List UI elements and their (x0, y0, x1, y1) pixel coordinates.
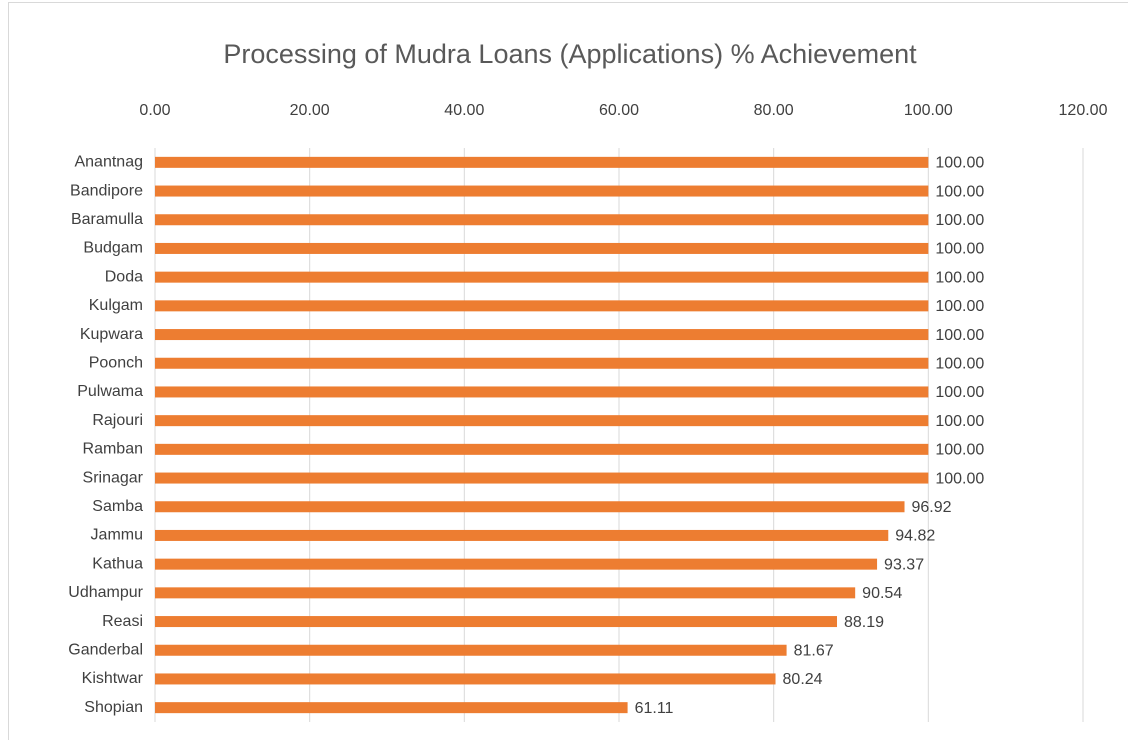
bar (155, 156, 929, 168)
bar (155, 616, 838, 628)
bar (155, 271, 929, 283)
y-tick-label: Shopian (84, 699, 143, 716)
data-label: 100.00 (935, 183, 984, 200)
bar (155, 242, 929, 254)
data-label: 93.37 (884, 556, 924, 573)
data-label: 100.00 (935, 212, 984, 229)
y-tick-label: Srinagar (83, 469, 144, 486)
data-label: 100.00 (935, 241, 984, 258)
y-tick-label: Rajouri (92, 412, 143, 429)
bar (155, 214, 929, 226)
data-label: 80.24 (783, 671, 823, 688)
data-label: 100.00 (935, 470, 984, 487)
bar (155, 501, 905, 513)
x-tick-label: 120.00 (1059, 102, 1108, 119)
bar (155, 702, 628, 714)
y-tick-label: Ganderbal (68, 641, 143, 658)
bar (155, 587, 856, 599)
bar (155, 443, 929, 455)
bar (155, 644, 787, 656)
data-label: 61.11 (635, 700, 674, 717)
data-label: 100.00 (935, 413, 984, 430)
y-tick-label: Anantnag (74, 154, 143, 171)
bar (155, 415, 929, 427)
data-label: 100.00 (935, 442, 984, 459)
data-label: 100.00 (935, 298, 984, 315)
data-label: 90.54 (862, 585, 902, 602)
data-label: 100.00 (935, 155, 984, 172)
x-tick-label: 0.00 (139, 102, 170, 119)
bar (155, 300, 929, 312)
y-tick-label: Samba (92, 498, 143, 515)
y-tick-label: Kishtwar (82, 670, 144, 687)
data-label: 88.19 (844, 614, 884, 631)
y-tick-label: Pulwama (77, 383, 143, 400)
data-label: 100.00 (935, 384, 984, 401)
y-tick-label: Kathua (92, 555, 143, 572)
x-tick-label: 20.00 (290, 102, 330, 119)
chart-title: Processing of Mudra Loans (Applications)… (223, 39, 917, 69)
y-tick-label: Baramulla (71, 211, 143, 228)
data-label: 100.00 (935, 327, 984, 344)
y-tick-label: Bandipore (70, 182, 143, 199)
data-label: 100.00 (935, 355, 984, 372)
data-label: 94.82 (895, 528, 935, 545)
bar (155, 558, 878, 570)
bar (155, 529, 889, 541)
y-tick-label: Reasi (102, 613, 143, 630)
y-tick-label: Udhampur (68, 584, 143, 601)
y-tick-label: Doda (105, 268, 143, 285)
data-label: 81.67 (794, 642, 834, 659)
data-label: 96.92 (912, 499, 952, 516)
bar (155, 357, 929, 369)
x-tick-label: 60.00 (599, 102, 639, 119)
y-tick-label: Poonch (89, 354, 143, 371)
y-tick-label: Kulgam (89, 297, 143, 314)
data-label: 100.00 (935, 269, 984, 286)
x-tick-label: 80.00 (754, 102, 794, 119)
y-tick-label: Ramban (83, 441, 143, 458)
y-tick-label: Kupwara (80, 326, 143, 343)
bar (155, 329, 929, 341)
bar (155, 386, 929, 398)
x-tick-label: 100.00 (904, 102, 953, 119)
x-tick-label: 40.00 (444, 102, 484, 119)
y-tick-label: Jammu (91, 527, 143, 544)
bar (155, 673, 776, 685)
bar (155, 185, 929, 197)
y-tick-label: Budgam (83, 240, 143, 257)
bar (155, 472, 929, 484)
